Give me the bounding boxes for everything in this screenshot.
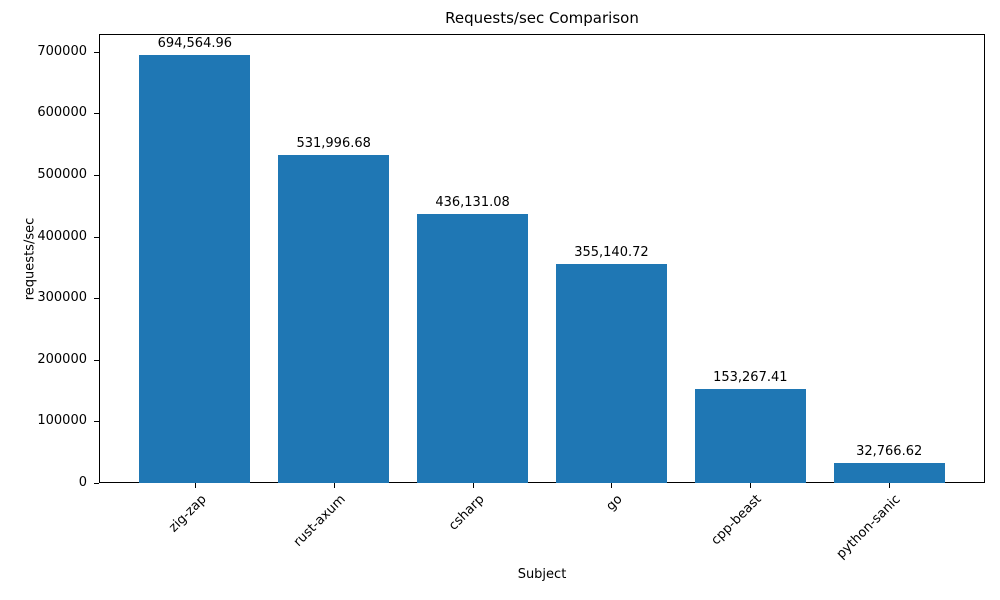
x-tick-mark <box>333 483 335 488</box>
x-axis-label: Subject <box>517 567 567 582</box>
bar-value-label: 32,766.62 <box>856 443 923 459</box>
bar-value-label: 694,564.96 <box>157 36 233 52</box>
x-tick-label: rust-axum <box>290 492 349 550</box>
bar <box>139 55 251 483</box>
bar <box>833 462 945 483</box>
bar <box>694 388 806 483</box>
y-tick-label: 400000 <box>37 228 87 244</box>
y-tick-mark <box>94 51 99 53</box>
x-tick-label: cpp-beast <box>708 492 765 549</box>
y-tick-mark <box>94 175 99 177</box>
y-tick-mark <box>94 421 99 423</box>
y-tick-mark <box>94 236 99 238</box>
y-tick-mark <box>94 298 99 300</box>
x-tick-mark <box>750 483 752 488</box>
x-tick-label: go <box>603 492 627 515</box>
y-tick-mark <box>94 113 99 115</box>
y-tick-label: 100000 <box>37 413 87 429</box>
bar <box>278 155 390 483</box>
bar <box>417 214 529 483</box>
x-tick-mark <box>611 483 613 488</box>
x-tick-mark <box>472 483 474 488</box>
x-tick-mark <box>194 483 196 488</box>
bar-value-label: 153,267.41 <box>713 369 788 385</box>
y-tick-label: 0 <box>78 475 87 490</box>
bar-value-label: 355,140.72 <box>574 245 649 261</box>
bar-value-label: 436,131.08 <box>435 195 510 211</box>
y-tick-label: 500000 <box>37 167 87 183</box>
bar-value-label: 531,996.68 <box>296 136 371 152</box>
y-tick-mark <box>94 359 99 361</box>
y-tick-label: 700000 <box>37 43 87 59</box>
x-tick-label: python-sanic <box>833 492 904 562</box>
y-tick-label: 200000 <box>37 351 87 367</box>
x-tick-mark <box>889 483 891 488</box>
x-tick-label: zig-zap <box>166 492 210 536</box>
y-tick-label: 300000 <box>37 290 87 306</box>
y-tick-mark <box>94 483 99 484</box>
x-tick-label: csharp <box>445 492 488 534</box>
bar <box>555 264 667 483</box>
chart-title: Requests/sec Comparison <box>445 9 639 27</box>
y-tick-label: 600000 <box>37 105 87 121</box>
